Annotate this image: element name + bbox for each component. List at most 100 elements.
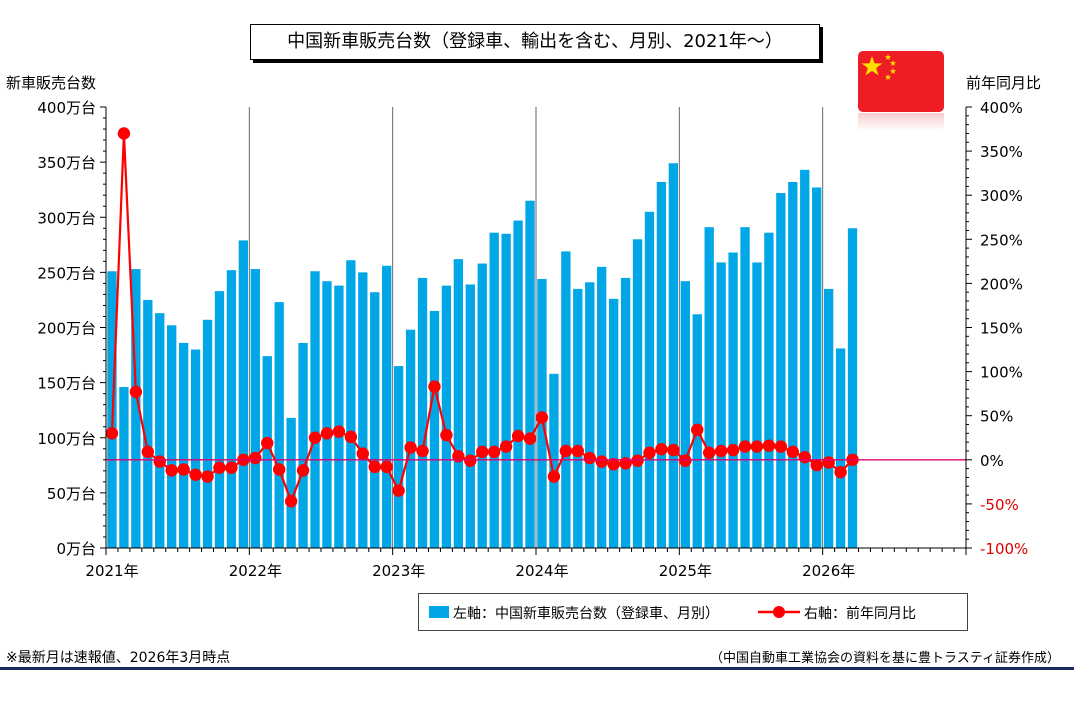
yoy-point: [177, 463, 190, 476]
yoy-point: [392, 484, 405, 497]
left-axis-title: 新車販売台数: [6, 74, 97, 92]
x-axis-tick-label: 2021年: [85, 562, 138, 580]
left-axis-tick-label: 0万台: [56, 540, 96, 558]
yoy-point: [141, 445, 155, 459]
x-axis-tick-labels: 2021年 2022年 2023年 2024年 2025年 2026年: [85, 562, 855, 580]
yoy-point: [655, 443, 668, 456]
bar: [286, 417, 296, 548]
left-axis-tick-label: 300万台: [37, 209, 96, 227]
bar: [608, 298, 619, 548]
right-axis-tick-label: -50%: [980, 496, 1019, 514]
x-axis-tick-label: 2022年: [229, 562, 282, 580]
yoy-point: [607, 458, 620, 471]
yoy-point: [225, 461, 238, 474]
yoy-point: [679, 454, 692, 467]
right-axis-tick-labels: -100% -50% 0% 50% 100% 150% 200% 250% 300% 350% 40…: [980, 99, 1028, 558]
bar: [382, 265, 392, 548]
bar: [597, 266, 607, 548]
bar: [250, 269, 260, 548]
yoy-point: [476, 445, 489, 459]
bar: [155, 313, 165, 548]
bar: [704, 227, 714, 549]
bar: [274, 302, 284, 548]
yoy-line-series: [105, 127, 859, 508]
yoy-point: [547, 470, 561, 483]
yoy-point: [320, 427, 334, 440]
bar: [728, 252, 738, 548]
bar: [393, 366, 404, 548]
x-axis-tick-label: 2025年: [659, 562, 712, 580]
yoy-point: [428, 380, 441, 393]
bar: [489, 232, 499, 548]
bar: [262, 356, 272, 548]
year-gridlines: [248, 107, 824, 548]
yoy-point: [643, 446, 656, 459]
bar: [405, 329, 416, 548]
bar: [334, 285, 344, 548]
bar: [238, 240, 249, 548]
bar: [764, 232, 774, 548]
yoy-point: [308, 431, 322, 444]
bar: [800, 169, 810, 548]
bar: [585, 282, 595, 548]
yoy-point: [464, 454, 477, 467]
right-axis-tick-label: 100%: [980, 364, 1023, 382]
bar: [178, 342, 189, 548]
yoy-point: [452, 450, 465, 463]
bar: [823, 288, 834, 548]
bar: [835, 348, 846, 548]
yoy-point: [714, 444, 728, 458]
left-axis-tick-label: 150万台: [37, 375, 96, 393]
yoy-point: [249, 451, 262, 465]
yoy-point: [487, 445, 501, 459]
yoy-point: [261, 436, 274, 450]
bar: [632, 239, 643, 549]
yoy-point: [404, 441, 417, 454]
yoy-point: [786, 445, 800, 459]
yoy-point: [499, 440, 513, 453]
yoy-point: [165, 464, 178, 477]
yoy-point: [284, 495, 298, 508]
yoy-point: [631, 454, 644, 467]
yoy-point: [595, 455, 608, 468]
yoy-point: [834, 465, 847, 479]
yoy-point: [117, 127, 131, 140]
yoy-point: [332, 425, 346, 438]
right-axis-tick-label: 200%: [980, 275, 1023, 293]
x-axis-tick-label: 2026年: [802, 562, 855, 580]
bar: [644, 211, 655, 549]
bar: [441, 285, 452, 548]
bar: [668, 163, 679, 549]
right-axis-tick-label: 150%: [980, 320, 1023, 338]
footnote: ※最新月は速報値、2026年3月時点: [6, 650, 231, 666]
x-axis-tick-label: 2024年: [515, 562, 568, 580]
bar: [322, 281, 332, 548]
yoy-point: [153, 455, 166, 468]
bar: [812, 187, 822, 549]
bar: [656, 181, 667, 548]
yoy-point: [762, 439, 776, 452]
right-axis-tick-label: 0%: [980, 452, 1004, 470]
chart-title: 中国新車販売台数（登録車、輸出を含む、月別、2021年～）: [250, 24, 820, 60]
right-axis-tick-label: 350%: [980, 143, 1023, 161]
bar: [358, 272, 368, 548]
yoy-point: [201, 470, 214, 483]
yoy-point: [416, 444, 429, 458]
bar: [310, 271, 320, 548]
yoy-point: [822, 456, 835, 469]
legend-bar-label: 左軸：中国新車販売台数（登録車、月別）: [453, 606, 719, 622]
bar: [477, 263, 487, 548]
yoy-point: [774, 440, 788, 453]
bar: [202, 319, 213, 548]
left-axis-tick-label: 350万台: [37, 154, 96, 172]
footer-rule: [0, 667, 1074, 670]
right-axis-tick-label: 400%: [980, 99, 1023, 117]
yoy-point: [726, 443, 740, 457]
bar: [561, 251, 571, 549]
flag-reflection: [858, 113, 944, 131]
bar-series: [107, 163, 858, 549]
legend-bar-swatch: [429, 606, 449, 618]
legend-line-label: 右軸：前年同月比: [804, 606, 916, 622]
bar: [788, 181, 798, 548]
